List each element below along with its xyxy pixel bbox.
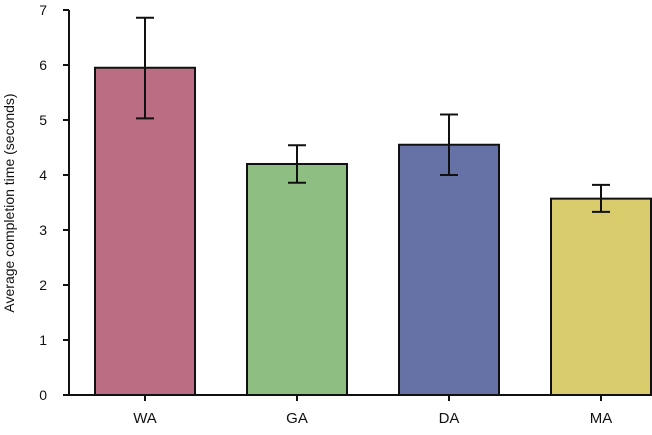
bars xyxy=(94,66,652,396)
error-bar-da xyxy=(440,113,458,176)
y-axis-title: Average completion time (seconds) xyxy=(1,93,17,312)
y-tick-label: 7 xyxy=(39,2,47,18)
x-tick-label-ma: MA xyxy=(590,410,613,427)
y-tick-label: 4 xyxy=(39,167,47,183)
bar-wa xyxy=(94,66,196,396)
labels: 0 1 2 3 4 5 6 7 WA GA DA MA xyxy=(39,2,612,427)
y-tick-label: 3 xyxy=(39,222,47,238)
x-tick-label-ga: GA xyxy=(286,410,308,427)
bar-ga xyxy=(246,163,348,396)
x-tick-label-da: DA xyxy=(439,410,460,427)
error-bar-wa xyxy=(136,16,154,120)
error-bars xyxy=(136,16,610,213)
error-bar-ma xyxy=(592,183,610,213)
y-tick-label: 0 xyxy=(39,387,47,403)
x-tick-label-wa: WA xyxy=(133,410,157,427)
error-bar-ga xyxy=(288,144,306,184)
y-tick-label: 5 xyxy=(39,112,47,128)
bar-ma xyxy=(550,197,652,396)
y-tick-label: 6 xyxy=(39,57,47,73)
y-tick-label: 2 xyxy=(39,277,47,293)
bar-da xyxy=(398,143,500,396)
y-tick-label: 1 xyxy=(39,332,47,348)
